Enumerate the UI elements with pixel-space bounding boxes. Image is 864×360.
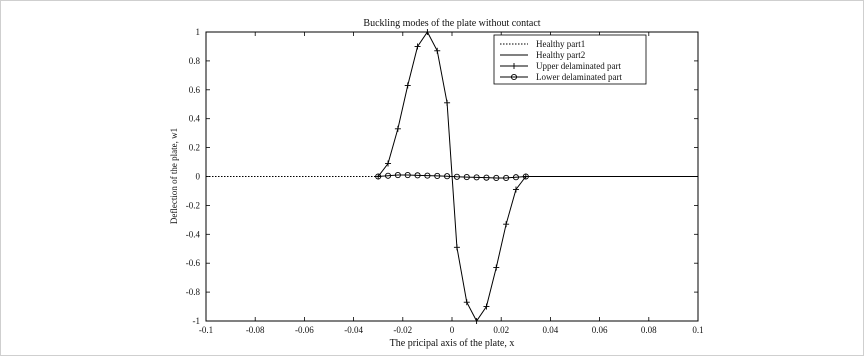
data-point-upper-delaminated-part [493,264,500,271]
data-point-upper-delaminated-part [453,244,460,251]
y-tick-label: 0 [196,172,201,182]
data-point-upper-delaminated-part [483,303,490,310]
data-point-upper-delaminated-part [444,99,451,106]
data-point-upper-delaminated-part [404,82,411,89]
y-axis-label: Deflection of the plate, w1 [169,128,179,224]
series-layer [206,29,698,324]
data-point-upper-delaminated-part [394,125,401,132]
x-tick-label: -0.02 [393,325,412,335]
x-tick-label: 0 [450,325,455,335]
legend-marker [511,63,517,69]
legend-label: Lower delaminated part [536,72,622,82]
x-tick-label: -0.1 [199,325,213,335]
legend-box [493,34,647,85]
series-line-upper-delaminated-part [377,31,527,322]
x-tick-label: 0.1 [692,325,703,335]
y-tick-label: 1 [196,27,201,37]
data-point-lower-delaminated-part [493,174,500,181]
y-tick-label: -0.6 [186,258,201,268]
y-tick-label: -0.4 [186,229,201,239]
x-tick-label: 0.02 [493,325,509,335]
data-point-lower-delaminated-part [424,172,431,179]
data-point-upper-delaminated-part [512,186,519,193]
x-tick-label: -0.08 [246,325,265,335]
data-point-lower-delaminated-part [512,174,520,181]
data-point-lower-delaminated-part [404,172,411,179]
data-point-upper-delaminated-part [434,47,441,54]
y-tick-label: -0.8 [186,287,201,297]
data-point-lower-delaminated-part [414,172,421,179]
legend-label: Upper delaminated part [536,61,621,71]
legend-marker [510,73,518,81]
x-tick-label: 0.08 [641,325,657,335]
y-tick-label: 0.8 [189,56,201,66]
data-point-lower-delaminated-part [375,173,382,180]
y-tick-label: -1 [193,316,201,326]
chart-title: Buckling modes of the plate without cont… [363,18,540,29]
data-point-upper-delaminated-part [385,160,392,167]
data-point-lower-delaminated-part [434,172,441,179]
data-point-lower-delaminated-part [453,173,460,180]
data-point-lower-delaminated-part [463,174,470,181]
series-line-lower-delaminated-part [378,174,526,179]
x-tick-label: -0.04 [344,325,363,335]
data-point-lower-delaminated-part [483,174,490,181]
data-point-upper-delaminated-part [503,221,510,228]
data-point-upper-delaminated-part [463,299,470,306]
legend-label: Healthy part2 [536,50,585,60]
x-axis-label: The pricipal axis of the plate, x [390,338,515,349]
data-point-upper-delaminated-part [414,43,421,50]
x-tick-label: 0.06 [592,325,608,335]
axis-ticks: -0.1 -0.08 -0.06 -0.04 -0.02 0 0.02 0.04 0.06 0.0… [186,27,704,335]
data-point-lower-delaminated-part [384,172,392,179]
y-tick-label: -0.2 [186,200,200,210]
data-point-lower-delaminated-part [503,174,510,181]
data-point-lower-delaminated-part [473,174,480,181]
data-point-upper-delaminated-part [473,318,480,324]
legend-label: Healthy part1 [536,39,585,49]
y-tick-label: 0.6 [189,85,201,95]
y-tick-label: 0.2 [189,143,200,153]
x-tick-label: 0.04 [543,325,559,335]
y-tick-label: 0.4 [189,114,201,124]
x-tick-label: -0.06 [295,325,314,335]
data-point-lower-delaminated-part [444,173,451,180]
data-point-upper-delaminated-part [424,29,431,35]
data-point-lower-delaminated-part [394,172,401,179]
data-point-lower-delaminated-part [522,173,529,180]
